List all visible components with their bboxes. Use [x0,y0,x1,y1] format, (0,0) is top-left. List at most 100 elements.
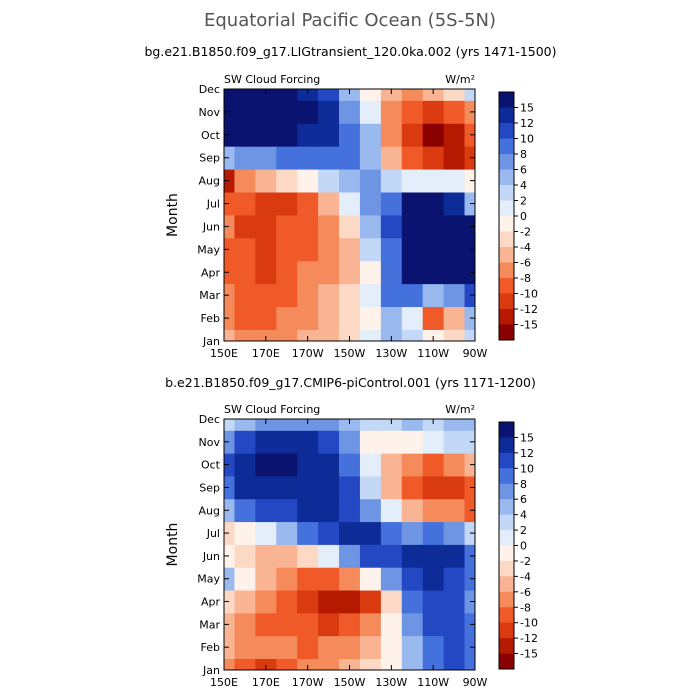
heatmap-cell [339,192,361,216]
panel-subtitle: bg.e21.B1850.f09_g17.LIGtransient_120.0k… [144,44,556,59]
heatmap-cell [464,567,476,591]
heatmap-cell [359,612,382,637]
heatmap-cell [443,521,465,545]
heatmap-cell [297,89,319,101]
heatmap-cell [359,169,382,193]
heatmap-cell [255,419,277,431]
x-tick-label: 90W [463,676,488,689]
colorbar-label: 10 [520,462,534,475]
heatmap-cell [401,283,424,308]
heatmap-cell [297,283,319,308]
heatmap-cell [255,498,277,523]
heatmap-cell [422,419,445,431]
heatmap-cell [422,590,445,614]
y-tick-label: Apr [201,596,221,609]
heatmap-cell [359,329,382,342]
heatmap-cell [339,215,361,239]
heatmap-cell [380,567,403,591]
heatmap-cell [318,635,340,659]
heatmap-cell [464,521,476,545]
heatmap-cell [422,635,445,659]
colorbar-label: 8 [520,478,527,491]
heatmap-cell [464,100,476,124]
heatmap-cell [224,590,235,614]
heatmap-cell [276,89,298,101]
heatmap-cell [318,237,340,262]
heatmap-cell [234,146,256,170]
heatmap-cell [464,146,476,170]
x-tick-label: 150E [210,347,238,360]
x-tick-label: 170E [252,347,280,360]
heatmap-cell [339,544,361,568]
heatmap-cell [359,100,382,124]
heatmap-cell [401,123,424,147]
heatmap-cell [359,521,382,545]
heatmap-cell [359,635,382,659]
x-tick-label: 110W [417,676,449,689]
heatmap-cell [276,100,298,124]
colorbar-swatch [499,185,514,201]
heatmap-cell [276,283,298,308]
y-tick-label: Mar [199,618,220,631]
heatmap-cell [380,329,403,342]
heatmap-cell [401,544,424,568]
heatmap-cell [255,306,277,330]
heatmap-cell [297,612,319,637]
colorbar-swatch [499,560,514,577]
x-tick-label: 170W [292,347,324,360]
heatmap-cell [318,453,340,477]
heatmap-cell [380,89,403,101]
y-tick-label: Nov [199,106,221,119]
heatmap-cell [297,169,319,193]
colorbar-swatch [499,545,514,562]
y-tick-label: Nov [199,436,221,449]
heatmap-cell [234,192,256,216]
x-tick-label: 90W [463,347,488,360]
heatmap-cell [276,430,298,454]
heatmap-cell [443,215,465,239]
heatmap-cells [224,89,476,342]
heatmap-cell [276,590,298,614]
heatmap-cell [234,169,256,193]
colorbar-label: 4 [520,509,527,522]
heatmap-cell [339,283,361,308]
heatmap-cell [464,123,476,147]
heatmap-cell [234,123,256,147]
colorbar-swatch [499,622,514,639]
colorbar-label: -4 [520,241,531,254]
heatmap-cell [234,453,256,477]
heatmap-cell [297,192,319,216]
heatmap-cell [234,215,256,239]
heatmap-cell [297,260,319,285]
heatmap-cell [224,476,235,500]
heatmap-cell [464,590,476,614]
heatmap-cell [234,590,256,614]
heatmap-cell [318,100,340,124]
colorbar-swatch [499,483,514,500]
heatmap-cell [224,283,235,308]
heatmap-cell [443,169,465,193]
heatmap-cell [422,89,445,101]
colorbar-swatch [499,216,514,232]
heatmap-cell [443,260,465,285]
heatmap-cell [359,283,382,308]
y-tick-label: Jul [206,527,220,540]
colorbar-swatch [499,231,514,248]
heatmap-cell [401,260,424,285]
heatmap-cell [422,169,445,193]
y-tick-label: Aug [199,504,220,517]
heatmap-cell [464,283,476,308]
heatmap-cell [380,100,403,124]
heatmap-cell [318,476,340,500]
heatmap-cell [380,498,403,523]
heatmap-cell [297,100,319,124]
colorbar-swatch [499,591,514,608]
heatmap-cell [443,544,465,568]
heatmap-cell [276,237,298,262]
heatmap-cell [401,146,424,170]
colorbar-swatch [499,530,514,546]
x-tick-label: 150W [334,347,366,360]
colorbar-label: 12 [520,117,534,130]
heatmap-cell [422,544,445,568]
heatmap-cell [234,260,256,285]
